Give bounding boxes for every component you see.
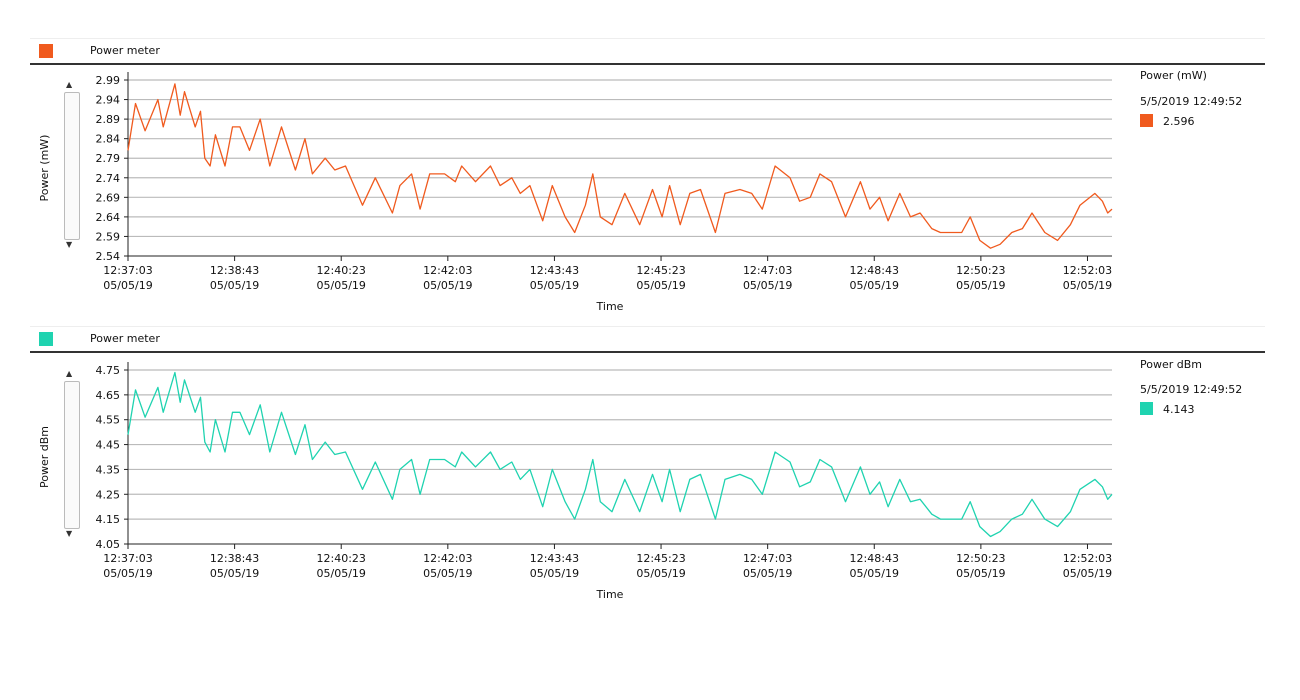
chart1-legend-title: Power (mW) [1140,69,1207,82]
chart2-y-scrollbar[interactable] [64,381,80,529]
x-tick-label: 12:37:03 [103,264,152,277]
x-tick-label: 12:45:23 [636,264,685,277]
y-tick-label: 2.54 [96,250,121,263]
x-tick-label: 12:50:23 [956,264,1005,277]
y-tick-label: 4.25 [96,488,121,501]
chart2-legend-value: 4.143 [1163,403,1195,416]
x-tick-label: 12:47:03 [743,264,792,277]
x-tick-date-label: 05/05/19 [103,279,152,292]
x-tick-label: 12:40:23 [317,264,366,277]
x-tick-label: 12:38:43 [210,264,259,277]
x-tick-date-label: 05/05/19 [956,567,1005,580]
y-tick-label: 2.94 [96,94,121,107]
y-tick-label: 2.74 [96,172,121,185]
x-tick-date-label: 05/05/19 [103,567,152,580]
x-tick-label: 12:43:43 [530,264,579,277]
y-tick-label: 4.15 [96,513,121,526]
x-tick-label: 12:42:03 [423,552,472,565]
x-tick-date-label: 05/05/19 [317,279,366,292]
y-tick-label: 2.84 [96,133,121,146]
y-axis-label: Power (mW) [38,135,51,202]
scroll-up-icon[interactable]: ▲ [66,80,73,89]
scroll-down-icon[interactable]: ▼ [66,529,73,538]
y-tick-label: 4.55 [96,414,121,427]
x-tick-label: 12:42:03 [423,264,472,277]
chart2-legend-title: Power dBm [1140,358,1202,371]
chart2-title: Power meter [90,332,160,345]
x-tick-label: 12:50:23 [956,552,1005,565]
y-axis-label: Power dBm [38,426,51,488]
x-axis-label: Time [596,588,624,601]
y-tick-label: 4.75 [96,364,121,377]
x-tick-date-label: 05/05/19 [850,279,899,292]
x-tick-label: 12:47:03 [743,552,792,565]
chart1-header: Power meter [30,38,1265,65]
x-tick-date-label: 05/05/19 [210,567,259,580]
x-tick-label: 12:45:23 [636,552,685,565]
chart2-header: Power meter [30,326,1265,353]
x-tick-date-label: 05/05/19 [743,279,792,292]
chart1-legend-time: 5/5/2019 12:49:52 [1140,95,1243,108]
x-tick-date-label: 05/05/19 [636,567,685,580]
y-tick-label: 2.99 [96,74,121,87]
y-tick-label: 2.69 [96,191,121,204]
series-color-swatch [39,44,53,58]
x-tick-label: 12:48:43 [850,552,899,565]
y-tick-label: 4.05 [96,538,121,551]
x-tick-date-label: 05/05/19 [530,567,579,580]
y-tick-label: 4.65 [96,389,121,402]
chart1-legend-swatch [1140,114,1153,127]
chart2-legend-time: 5/5/2019 12:49:52 [1140,383,1243,396]
x-tick-date-label: 05/05/19 [423,567,472,580]
y-tick-label: 2.59 [96,230,121,243]
series-line [127,371,1113,538]
y-tick-label: 4.45 [96,439,121,452]
series-line [127,83,1113,249]
x-axis-label: Time [596,300,624,313]
x-tick-date-label: 05/05/19 [210,279,259,292]
scroll-up-icon[interactable]: ▲ [66,369,73,378]
x-tick-date-label: 05/05/19 [1063,279,1112,292]
chart1-y-scrollbar[interactable] [64,92,80,240]
y-tick-label: 2.64 [96,211,121,224]
x-tick-label: 12:48:43 [850,264,899,277]
y-tick-label: 2.79 [96,152,121,165]
chart1-title: Power meter [90,44,160,57]
chart1-legend-value: 2.596 [1163,115,1195,128]
x-tick-date-label: 05/05/19 [956,279,1005,292]
x-tick-date-label: 05/05/19 [1063,567,1112,580]
x-tick-label: 12:52:03 [1063,264,1112,277]
x-tick-date-label: 05/05/19 [743,567,792,580]
chart2-legend-swatch [1140,402,1153,415]
scroll-down-icon[interactable]: ▼ [66,240,73,249]
x-tick-label: 12:38:43 [210,552,259,565]
x-tick-label: 12:52:03 [1063,552,1112,565]
x-tick-label: 12:43:43 [530,552,579,565]
x-tick-date-label: 05/05/19 [423,279,472,292]
y-tick-label: 4.35 [96,463,121,476]
x-tick-label: 12:37:03 [103,552,152,565]
y-tick-label: 2.89 [96,113,121,126]
x-tick-date-label: 05/05/19 [636,279,685,292]
x-tick-date-label: 05/05/19 [850,567,899,580]
x-tick-date-label: 05/05/19 [530,279,579,292]
x-tick-date-label: 05/05/19 [317,567,366,580]
x-tick-label: 12:40:23 [317,552,366,565]
series-color-swatch [39,332,53,346]
